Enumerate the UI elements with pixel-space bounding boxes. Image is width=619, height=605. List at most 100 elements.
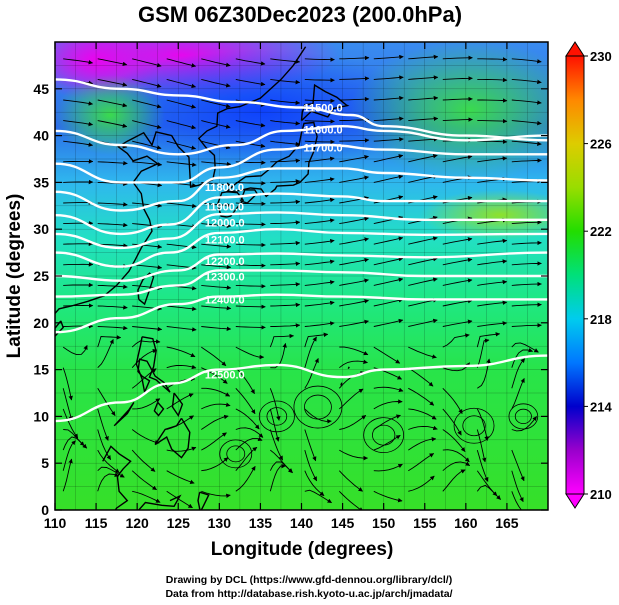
streamline-arrow (270, 58, 301, 64)
streamline-arrow (304, 357, 319, 389)
streamline-arrow (270, 120, 301, 126)
streamline-arrow (511, 342, 539, 353)
coastline (347, 366, 350, 369)
streamline-arrow (270, 282, 301, 287)
streamline-arrow (442, 154, 473, 163)
streamline-arrow (373, 386, 404, 392)
streamline-arrow (511, 323, 542, 328)
streamline-arrow (373, 434, 401, 451)
coastline (55, 46, 307, 314)
streamline-arrow (373, 490, 403, 503)
streamline-arrow (477, 259, 508, 266)
streamline-arrow (304, 57, 335, 62)
eddy-streamline (508, 403, 539, 430)
streamline-arrow (339, 449, 369, 461)
streamline-arrow (373, 257, 404, 266)
streamline-arrow (511, 302, 542, 307)
streamline-arrow (304, 218, 335, 225)
streamline-arrow (304, 332, 329, 348)
streamline-arrow (373, 298, 404, 307)
streamline-arrow (339, 415, 367, 430)
streamline-arrow (442, 96, 473, 102)
streamline-arrow (166, 202, 197, 209)
streamline-arrow (235, 222, 266, 227)
eddy-streamline (258, 400, 295, 433)
streamline-arrow (270, 199, 301, 205)
eddy-streamline (219, 439, 253, 469)
streamline-arrow (166, 58, 197, 68)
streamline-arrow (442, 257, 473, 266)
colorbar-tick-label: 214 (590, 399, 612, 414)
x-tick-label: 125 (167, 515, 191, 531)
contour-label: 11900.0 (205, 201, 244, 213)
x-tick-label: 120 (125, 515, 149, 531)
streamline-arrow (442, 333, 470, 348)
contour-label: 12100.0 (205, 234, 245, 246)
streamline-arrow (408, 318, 438, 327)
x-tick-label: 130 (208, 515, 232, 531)
streamline-arrow (201, 284, 232, 290)
y-tick-label: 10 (33, 408, 49, 424)
streamline-arrow (235, 283, 266, 289)
streamline-arrow (62, 344, 88, 356)
streamline-arrow (511, 78, 542, 85)
streamline-arrow (304, 449, 318, 482)
y-tick-label: 35 (33, 174, 49, 190)
streamline-arrow (442, 449, 470, 463)
streamline-arrow (477, 98, 508, 103)
streamline-arrow (201, 202, 232, 208)
streamline-arrow (373, 174, 404, 183)
streamline-arrow (270, 342, 287, 369)
height-contour (55, 167, 548, 212)
streamline-arrow (63, 120, 94, 127)
streamline-arrow (442, 298, 473, 307)
streamline-arrow (270, 99, 301, 105)
streamline-arrow (97, 388, 116, 416)
y-tick-label: 45 (33, 81, 49, 97)
streamline-arrow (477, 77, 508, 83)
streamline-arrow (408, 257, 438, 266)
streamline-arrow (166, 364, 197, 370)
streamline-arrow (304, 98, 335, 104)
streamline-arrow (166, 305, 197, 312)
streamline-arrow (408, 277, 438, 286)
streamline-arrow (408, 137, 439, 142)
height-contour (55, 192, 548, 236)
streamline-arrow (339, 55, 370, 61)
contour-label: 11600.0 (304, 125, 343, 137)
streamline-arrow (339, 257, 369, 266)
contour-label: 11800.0 (205, 182, 244, 194)
streamline-arrow (63, 262, 94, 267)
streamline-arrow (97, 120, 128, 128)
streamline-arrow (132, 490, 161, 503)
streamline-arrow (373, 399, 403, 410)
streamline-arrow (97, 202, 128, 207)
streamline-arrow (97, 408, 109, 441)
streamline-arrow (304, 300, 335, 307)
x-tick-label: 165 (495, 515, 519, 531)
y-tick-label: 15 (33, 362, 49, 378)
streamline-arrow (304, 470, 325, 497)
eddy-streamline (372, 424, 396, 446)
streamline-arrow (63, 282, 94, 288)
streamline-arrow (408, 367, 434, 387)
streamline-arrow (511, 240, 542, 246)
streamline-arrow (201, 414, 229, 430)
streamline-arrow (131, 470, 157, 491)
x-tick-label: 140 (290, 515, 314, 531)
eddy-streamline (453, 407, 495, 444)
streamline-arrow (235, 120, 266, 128)
x-tick-label: 145 (331, 515, 355, 531)
streamline-arrow (442, 55, 473, 61)
streamline-arrow (304, 259, 335, 266)
streamline-arrow (166, 140, 197, 150)
height-contour (55, 78, 548, 142)
y-axis-label: Latitude (degrees) (4, 194, 25, 359)
height-contour (55, 269, 548, 298)
streamline-arrow (97, 160, 128, 166)
streamline-arrow (62, 408, 79, 439)
streamline-arrow (235, 325, 266, 330)
streamline-arrow (477, 118, 508, 124)
streamline-arrow (339, 319, 369, 327)
streamline-arrow (408, 346, 437, 359)
